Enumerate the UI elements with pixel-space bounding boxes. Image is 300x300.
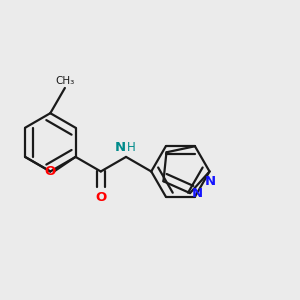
Text: CH₃: CH₃ [55, 76, 74, 86]
Text: O: O [95, 190, 106, 204]
Text: N: N [192, 187, 203, 200]
Text: N: N [205, 175, 216, 188]
Text: H: H [127, 141, 135, 154]
Text: O: O [45, 165, 56, 178]
Text: N: N [114, 141, 125, 154]
